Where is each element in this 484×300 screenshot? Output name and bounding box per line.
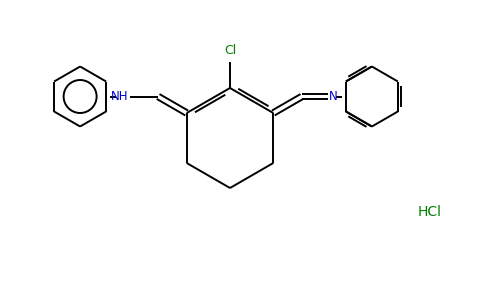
Text: N: N <box>329 90 338 103</box>
Text: NH: NH <box>111 90 128 103</box>
Text: HCl: HCl <box>418 205 442 219</box>
Text: Cl: Cl <box>224 44 236 57</box>
